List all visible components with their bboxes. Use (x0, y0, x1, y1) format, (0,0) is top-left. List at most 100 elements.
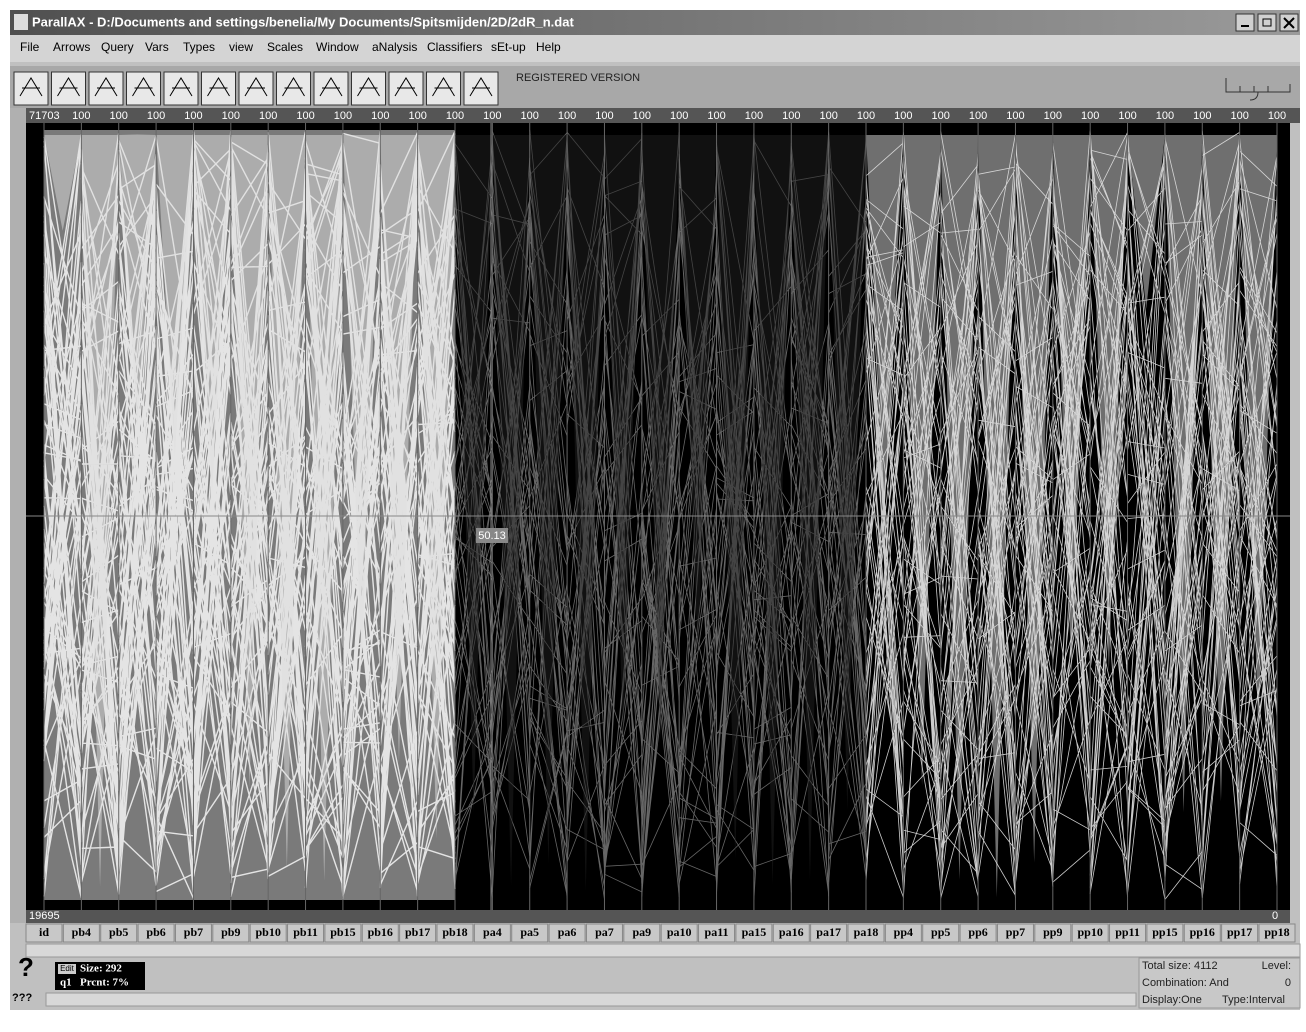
axis-label[interactable]: pp11 (1115, 925, 1140, 939)
axis-label[interactable]: pb9 (221, 925, 240, 939)
top-value: 100 (259, 110, 277, 122)
axis-label[interactable]: pa10 (667, 925, 692, 939)
axis-label[interactable]: pb11 (293, 925, 318, 939)
maximize-button[interactable] (1258, 14, 1276, 31)
type-mode: Type:Interval (1222, 994, 1285, 1006)
top-value: 100 (184, 110, 202, 122)
minimize-button[interactable] (1236, 14, 1254, 31)
top-value: 100 (483, 110, 501, 122)
top-value: 100 (707, 110, 725, 122)
axis-label[interactable]: pa6 (558, 925, 577, 939)
top-value: 100 (446, 110, 464, 122)
top-value: 71703 (29, 110, 60, 122)
top-value: 100 (1230, 110, 1248, 122)
bottom-value-row (26, 910, 1290, 923)
axis-label[interactable]: pp16 (1190, 925, 1215, 939)
top-value: 100 (147, 110, 165, 122)
axis-label[interactable]: pa15 (742, 925, 767, 939)
axis-label[interactable]: pb17 (405, 925, 430, 939)
top-value: 100 (1268, 110, 1286, 122)
menu-item[interactable]: Types (183, 40, 215, 54)
axis-label[interactable]: pp9 (1043, 925, 1062, 939)
menu-item[interactable]: sEt-up (491, 40, 526, 54)
top-value: 100 (371, 110, 389, 122)
axis-label[interactable]: pp5 (931, 925, 950, 939)
menu: File Arrows Query Vars Types view Scales Window… (20, 40, 561, 54)
axis-label[interactable]: pa18 (854, 925, 879, 939)
axis-label[interactable]: pa7 (595, 925, 614, 939)
bottom-right-value: 0 (1272, 910, 1278, 922)
top-value: 100 (745, 110, 763, 122)
query-percent: Prcnt: 7% (80, 977, 129, 989)
axis-label[interactable]: pb4 (72, 925, 91, 939)
help-icon[interactable]: ? (18, 952, 34, 982)
top-value: 100 (1118, 110, 1136, 122)
top-value: 100 (969, 110, 987, 122)
query-size: Size: 292 (80, 963, 122, 975)
top-value: 100 (1006, 110, 1024, 122)
menu-item[interactable]: Help (536, 40, 561, 54)
cursor-value: 50.13 (478, 530, 506, 542)
level-value: 0 (1285, 977, 1291, 989)
axis-label[interactable]: pa17 (816, 925, 841, 939)
menu-item[interactable]: Window (316, 40, 359, 54)
top-value: 100 (408, 110, 426, 122)
left-scroll[interactable] (10, 108, 26, 923)
axis-label[interactable]: pb15 (330, 925, 355, 939)
window-title: ParallAX - D:/Documents and settings/ben… (32, 14, 574, 29)
axis-label[interactable]: pp6 (968, 925, 987, 939)
app-icon (14, 14, 28, 30)
top-value: 100 (1193, 110, 1211, 122)
axis-label[interactable]: id (39, 925, 49, 939)
display-mode: Display:One (1142, 994, 1202, 1006)
axis-label[interactable]: pa11 (705, 925, 729, 939)
axis-label[interactable]: pp18 (1264, 925, 1289, 939)
top-value: 100 (857, 110, 875, 122)
menu-item[interactable]: Vars (145, 40, 169, 54)
app-window: ParallAX - D:/Documents and settings/ben… (0, 0, 1306, 1032)
axis-label[interactable]: pb5 (109, 925, 128, 939)
status-scrollbar[interactable] (46, 993, 1136, 1006)
top-value: 100 (782, 110, 800, 122)
menu-item[interactable]: view (229, 40, 253, 54)
level-label: Level: (1262, 960, 1291, 972)
axis-label[interactable]: pp10 (1078, 925, 1103, 939)
top-value: 100 (72, 110, 90, 122)
horizontal-scrollbar[interactable] (26, 944, 1300, 957)
menu-item[interactable]: Scales (267, 40, 303, 54)
bottom-left-value: 19695 (29, 910, 60, 922)
axis-label[interactable]: pb16 (368, 925, 393, 939)
axis-label[interactable]: pb6 (146, 925, 165, 939)
banner: REGISTERED VERSION (516, 72, 640, 84)
total-size: Total size: 4112 (1142, 960, 1218, 972)
window-buttons (1236, 14, 1298, 31)
top-value: 100 (334, 110, 352, 122)
help-marks: ??? (12, 992, 32, 1004)
menu-item[interactable]: aNalysis (372, 40, 417, 54)
top-value: 100 (633, 110, 651, 122)
top-value: 100 (296, 110, 314, 122)
query-name: q1 (60, 977, 72, 989)
top-value: 100 (894, 110, 912, 122)
menu-item[interactable]: Arrows (53, 40, 90, 54)
axis-label[interactable]: pp15 (1152, 925, 1177, 939)
axis-label[interactable]: pp4 (894, 925, 913, 939)
axis-label[interactable]: pa5 (520, 925, 539, 939)
edit-label[interactable]: Edit (60, 964, 75, 973)
axis-label[interactable]: pp7 (1006, 925, 1025, 939)
top-value: 100 (1081, 110, 1099, 122)
top-value: 100 (932, 110, 950, 122)
menu-item[interactable]: Query (101, 40, 134, 54)
axis-label[interactable]: pb7 (184, 925, 203, 939)
axis-label[interactable]: pb10 (256, 925, 281, 939)
axis-label[interactable]: pa4 (483, 925, 502, 939)
menu-item[interactable]: Classifiers (427, 40, 482, 54)
axis-label[interactable]: pp17 (1227, 925, 1252, 939)
axis-label[interactable]: pa9 (632, 925, 651, 939)
axis-label[interactable]: pb18 (442, 925, 467, 939)
top-value: 100 (521, 110, 539, 122)
combination: Combination: And (1142, 977, 1229, 989)
axis-label[interactable]: pa16 (779, 925, 804, 939)
top-value: 100 (110, 110, 128, 122)
menu-item[interactable]: File (20, 40, 40, 54)
